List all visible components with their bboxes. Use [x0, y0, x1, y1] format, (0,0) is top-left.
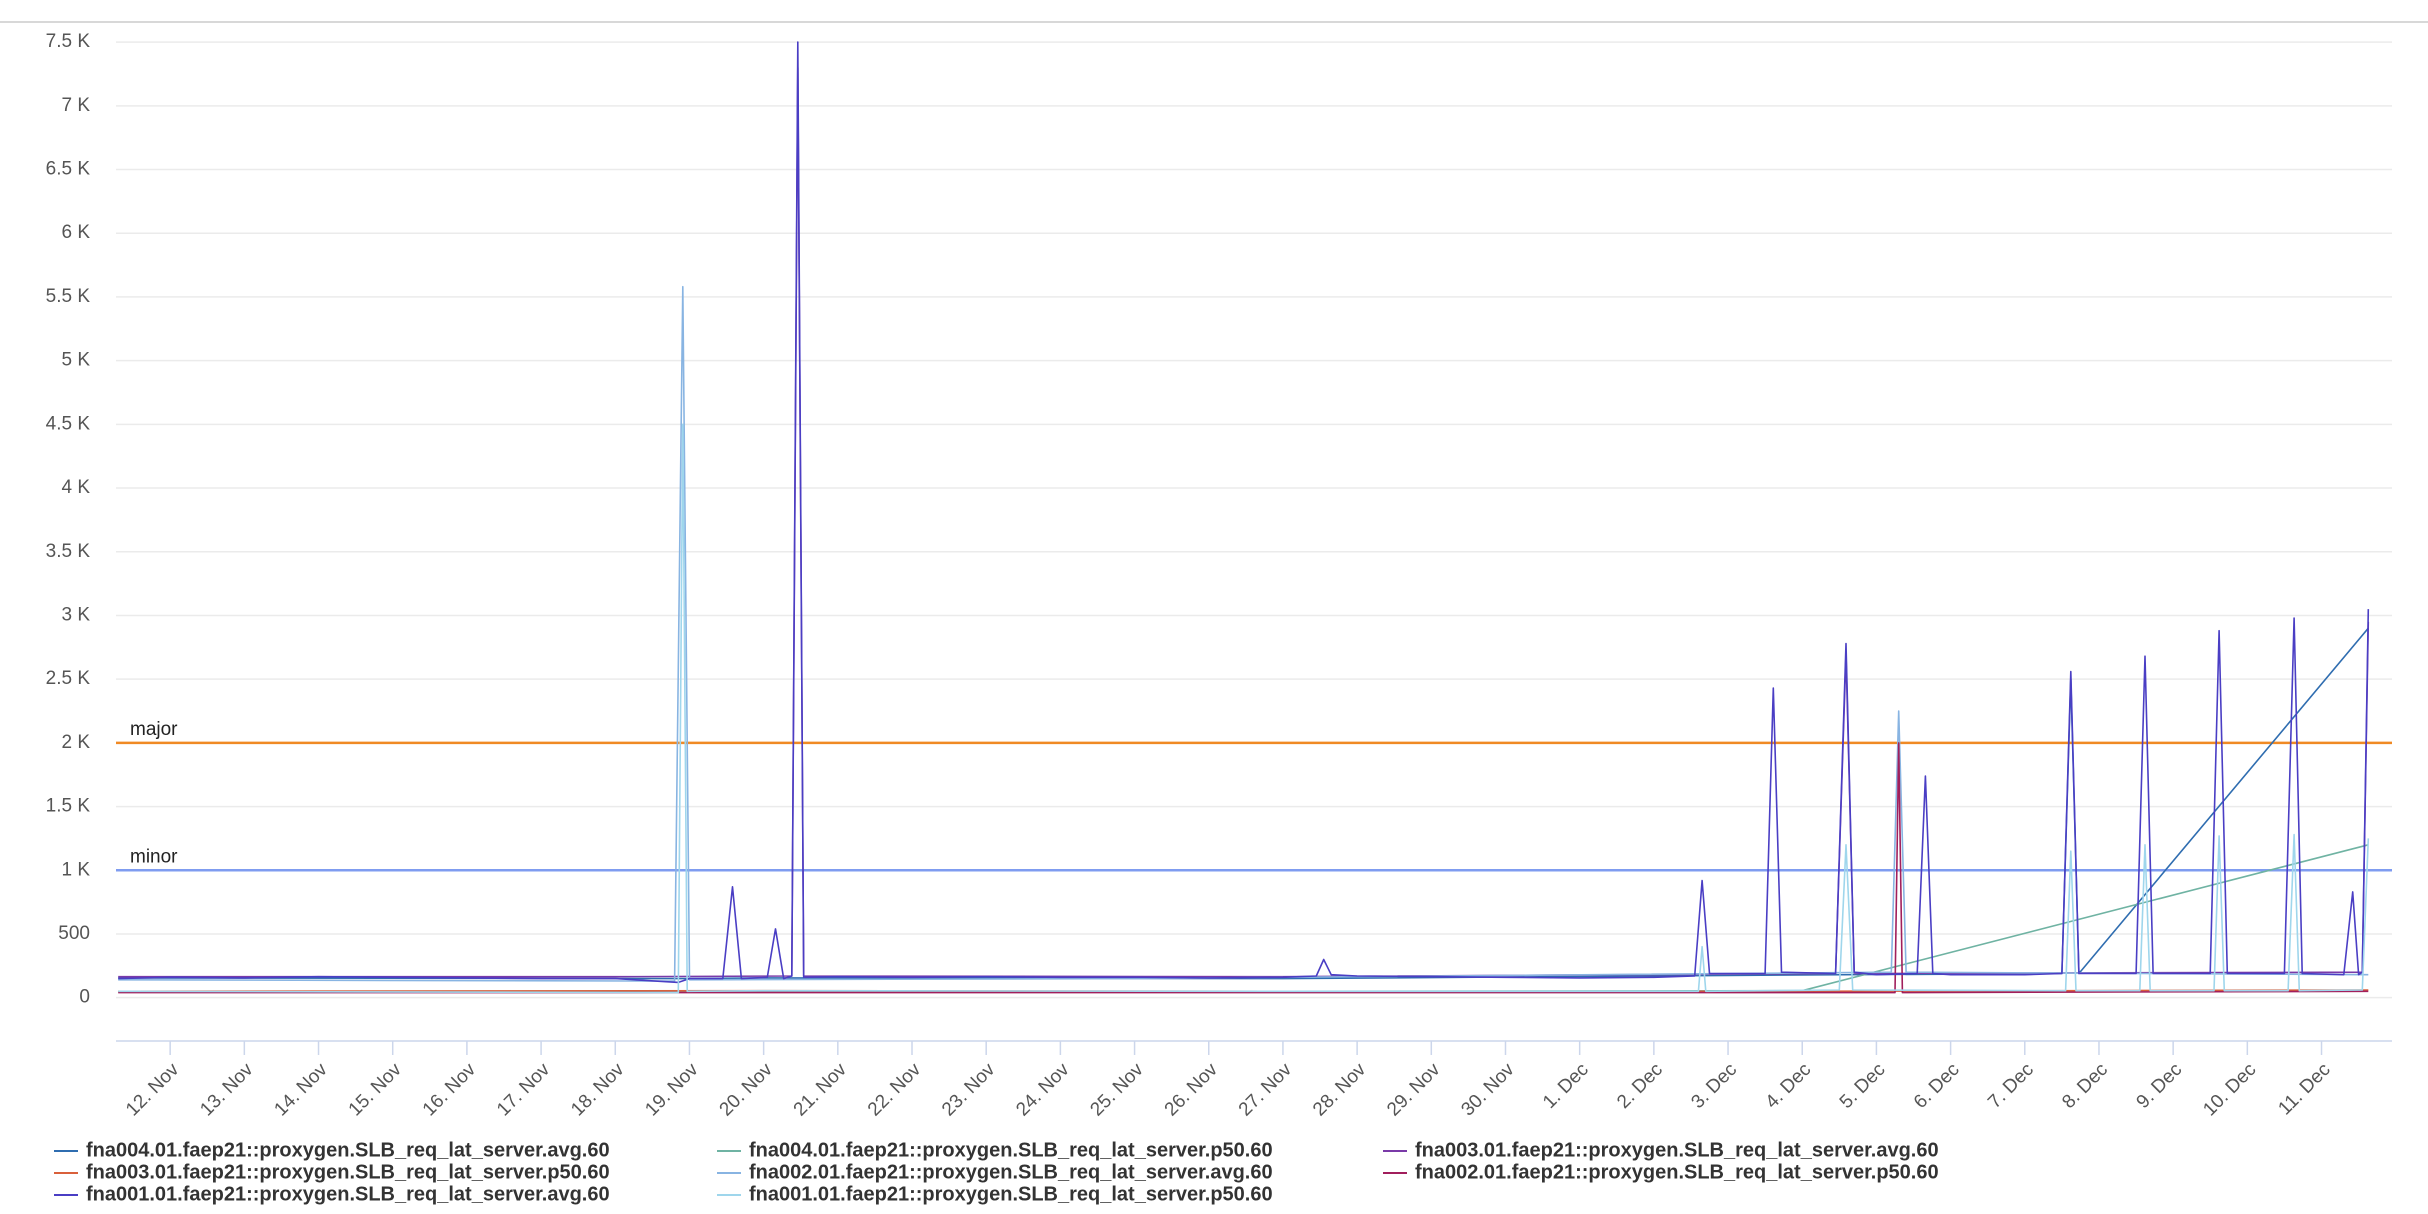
series-line: [118, 627, 2369, 980]
legend-label: fna004.01.faep21::proxygen.SLB_req_lat_s…: [86, 1139, 610, 1161]
legend-label: fna003.01.faep21::proxygen.SLB_req_lat_s…: [86, 1161, 610, 1183]
y-tick-label: 5.5 K: [46, 286, 91, 307]
x-tick-label: 2. Dec: [1613, 1059, 1667, 1113]
x-tick-label: 25. Nov: [1086, 1059, 1148, 1121]
legend-label: fna003.01.faep21::proxygen.SLB_req_lat_s…: [1415, 1139, 1939, 1161]
x-tick-label: 26. Nov: [1161, 1059, 1223, 1121]
x-tick-label: 6. Dec: [1910, 1059, 1964, 1113]
x-tick-label: 5. Dec: [1836, 1059, 1890, 1113]
series-line: [118, 41, 2370, 984]
threshold-label: major: [130, 719, 178, 740]
y-tick-label: 2.5 K: [46, 668, 91, 689]
x-tick-label: 3. Dec: [1687, 1059, 1741, 1113]
legend-label: fna001.01.faep21::proxygen.SLB_req_lat_s…: [86, 1183, 610, 1205]
x-tick-label: 17. Nov: [493, 1059, 555, 1121]
series-line: [118, 742, 2369, 994]
x-tick-label: 24. Nov: [1012, 1059, 1074, 1121]
x-tick-label: 13. Nov: [196, 1059, 258, 1121]
y-tick-label: 4 K: [61, 477, 90, 498]
y-tick-label: 1 K: [61, 859, 90, 880]
series-line: [118, 423, 2370, 994]
x-tick-label: 14. Nov: [270, 1059, 332, 1121]
y-tick-label: 2 K: [61, 732, 90, 753]
legend-label: fna002.01.faep21::proxygen.SLB_req_lat_s…: [1415, 1161, 1939, 1183]
x-tick-label: 7. Dec: [1984, 1059, 2038, 1113]
y-tick-label: 7 K: [61, 95, 90, 116]
series-line: [118, 66, 2370, 978]
x-tick-label: 4. Dec: [1762, 1059, 1816, 1113]
x-tick-label: 23. Nov: [938, 1059, 1000, 1121]
x-tick-label: 15. Nov: [345, 1059, 407, 1121]
x-tick-label: 30. Nov: [1457, 1059, 1519, 1121]
y-tick-label: 7.5 K: [46, 31, 91, 52]
legend-label: fna004.01.faep21::proxygen.SLB_req_lat_s…: [749, 1139, 1273, 1161]
x-tick-label: 22. Nov: [864, 1059, 926, 1121]
x-tick-label: 20. Nov: [716, 1059, 778, 1121]
y-tick-label: 4.5 K: [46, 413, 91, 434]
x-tick-label: 1. Dec: [1539, 1059, 1593, 1113]
y-tick-label: 6 K: [61, 222, 90, 243]
x-tick-label: 8. Dec: [2058, 1059, 2112, 1113]
x-tick-label: 11. Dec: [2274, 1059, 2334, 1119]
series-line: [118, 285, 2369, 982]
y-tick-label: 3.5 K: [46, 541, 91, 562]
legend-label: fna002.01.faep21::proxygen.SLB_req_lat_s…: [749, 1161, 1273, 1183]
x-tick-label: 29. Nov: [1383, 1059, 1445, 1121]
x-tick-label: 16. Nov: [419, 1059, 481, 1121]
y-tick-label: 500: [58, 923, 90, 944]
x-tick-label: 9. Dec: [2133, 1059, 2187, 1113]
series-line: [118, 844, 2369, 993]
x-tick-label: 19. Nov: [641, 1059, 703, 1121]
x-tick-label: 10. Dec: [2199, 1059, 2260, 1120]
y-tick-label: 3 K: [61, 604, 90, 625]
y-tick-label: 1.5 K: [46, 796, 91, 817]
x-tick-label: 28. Nov: [1309, 1059, 1371, 1121]
y-tick-label: 6.5 K: [46, 159, 91, 180]
y-tick-label: 5 K: [61, 350, 90, 371]
x-tick-label: 18. Nov: [567, 1059, 629, 1121]
x-tick-label: 27. Nov: [1235, 1059, 1297, 1121]
x-tick-label: 12. Nov: [122, 1059, 184, 1121]
threshold-label: minor: [130, 846, 178, 867]
x-tick-label: 21. Nov: [790, 1059, 852, 1121]
y-tick-label: 0: [79, 987, 90, 1008]
legend-label: fna001.01.faep21::proxygen.SLB_req_lat_s…: [749, 1183, 1273, 1205]
